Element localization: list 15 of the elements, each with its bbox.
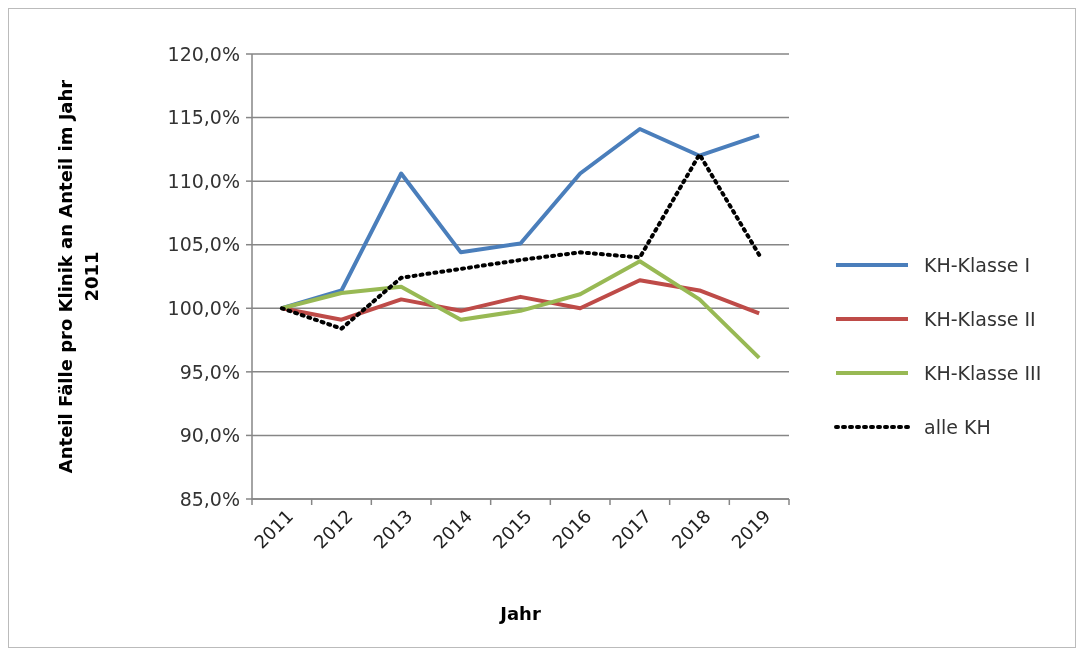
legend-label: KH-Klasse I bbox=[924, 253, 1031, 276]
y-tick-label: 90,0% bbox=[179, 424, 240, 447]
y-tick-label: 120,0% bbox=[167, 42, 240, 65]
y-axis-title: Anteil Fälle pro Klinik an Anteil im Jahr 2011 bbox=[55, 79, 102, 474]
legend-label: KH-Klasse II bbox=[924, 307, 1036, 330]
y-tick-label: 100,0% bbox=[167, 296, 240, 319]
y-tick-label: 110,0% bbox=[167, 169, 240, 192]
legend-label: KH-Klasse III bbox=[924, 361, 1042, 384]
y-tick-label: 115,0% bbox=[167, 106, 240, 129]
y-tick-label: 105,0% bbox=[167, 233, 240, 256]
y-tick-label: 85,0% bbox=[179, 487, 240, 510]
x-axis-title: Jahr bbox=[498, 603, 541, 624]
line-series bbox=[279, 152, 762, 331]
legend-label: alle KH bbox=[924, 415, 991, 438]
y-tick-label: 95,0% bbox=[179, 360, 240, 383]
